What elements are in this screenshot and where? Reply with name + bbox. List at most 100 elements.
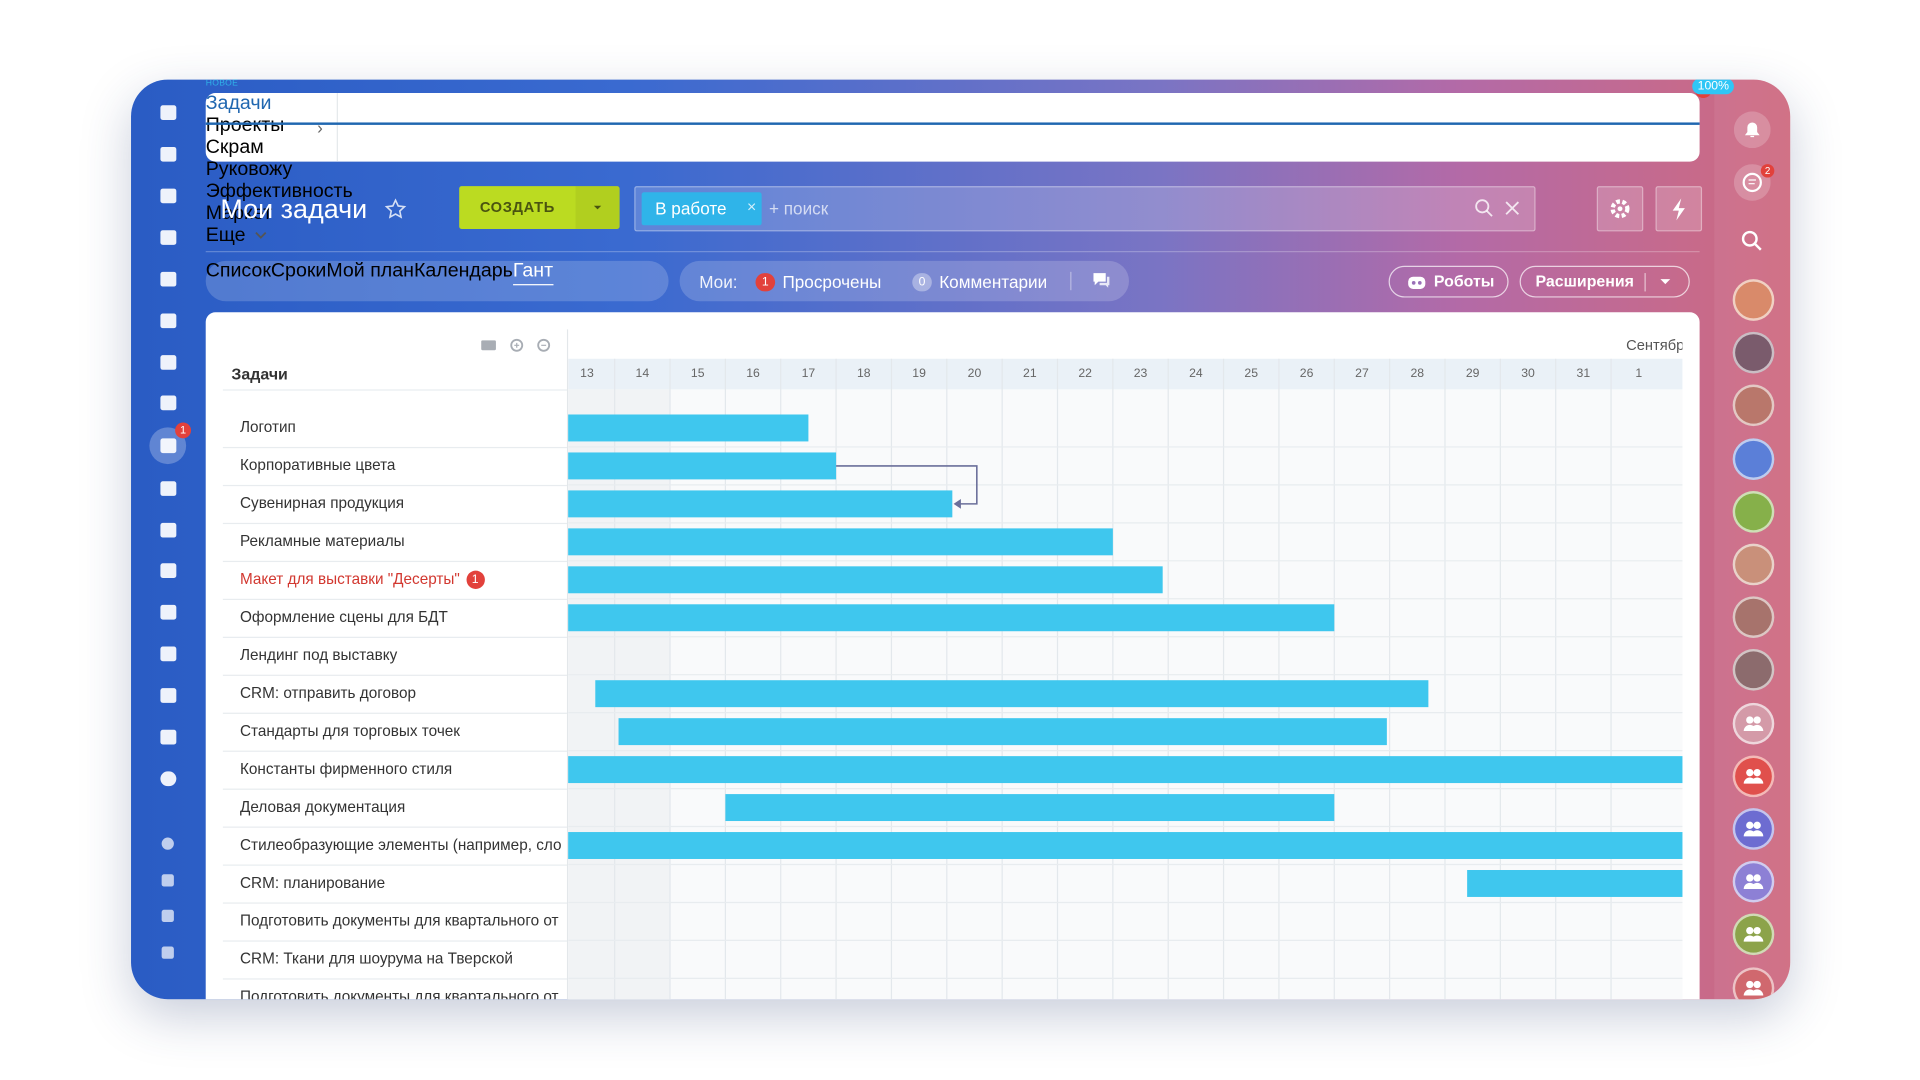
avatar[interactable] (1732, 596, 1775, 639)
task-name[interactable]: Стандарты для торговых точек (240, 713, 567, 751)
robots-button[interactable]: Роботы (1388, 265, 1509, 298)
avatar[interactable] (1732, 279, 1775, 321)
nav-icon[interactable] (160, 230, 177, 245)
nav-icon[interactable] (160, 105, 177, 121)
nav-icon[interactable] (161, 909, 174, 923)
task-bar[interactable] (568, 414, 809, 442)
nav-icon[interactable] (160, 771, 177, 787)
nav-icon[interactable] (160, 146, 177, 162)
task-bar[interactable] (595, 680, 1429, 708)
star-icon[interactable] (384, 198, 407, 220)
nav-item[interactable]: Руковожу (206, 159, 1700, 181)
task-bar[interactable] (1467, 870, 1683, 897)
nav-icon[interactable] (160, 313, 177, 329)
nav-item[interactable]: Еще (206, 225, 1700, 247)
avatar[interactable] (1732, 649, 1775, 692)
nav-item[interactable]: Маркет (206, 203, 1700, 225)
nav-icon[interactable] (160, 438, 177, 454)
toolbar-icons[interactable] (480, 337, 553, 354)
task-name[interactable]: Подготовить документы для квартального о… (240, 978, 567, 999)
task-bar[interactable] (618, 718, 1387, 746)
task-name[interactable]: Константы фирменного стиля (240, 751, 567, 789)
avatar[interactable] (1732, 543, 1775, 586)
nav-icon[interactable] (160, 481, 177, 496)
search-box[interactable]: В работе × + поиск (634, 186, 1536, 232)
nav-item[interactable]: Проекты1 (206, 80, 1712, 137)
task-name[interactable]: Сувенирная продукция (240, 485, 567, 523)
avatar[interactable] (1732, 384, 1775, 427)
group-avatar[interactable] (1732, 966, 1775, 1000)
task-name[interactable]: Оформление сцены для БДТ (240, 599, 567, 637)
automation-button[interactable] (1655, 186, 1703, 232)
task-bar[interactable] (568, 490, 953, 518)
nav-icon[interactable] (160, 395, 177, 411)
create-menu[interactable] (575, 186, 620, 229)
task-name[interactable]: Лендинг под выставку (240, 637, 567, 675)
group-avatar[interactable] (1732, 755, 1775, 797)
nav-icon[interactable] (161, 837, 174, 850)
window: 1 2 › Задачи1Проекты1СкрамНОВОЕРуковожуЭ… (131, 79, 1791, 1000)
view-tab[interactable]: Список (205, 260, 271, 282)
bell-icon[interactable] (1733, 111, 1771, 149)
nav-icon[interactable] (160, 522, 177, 538)
task-name[interactable]: Деловая документация (240, 789, 567, 827)
group-avatar[interactable] (1732, 861, 1775, 903)
nav-icon[interactable] (160, 271, 177, 287)
counter-label[interactable]: Комментарии (939, 271, 1048, 292)
task-bar[interactable] (568, 832, 1683, 859)
task-name[interactable]: Корпоративные цвета (240, 447, 567, 485)
clear-icon[interactable] (1505, 201, 1520, 216)
create-button[interactable]: СОЗДАТЬ (459, 186, 620, 229)
nav-icon[interactable] (160, 355, 177, 370)
nav-item[interactable]: Скрам НОВОЕ (206, 80, 1700, 159)
task-name[interactable]: CRM: отправить договор (240, 675, 567, 713)
task-name[interactable]: Стилеобразующие элементы (например, сло (240, 827, 567, 865)
avatar[interactable] (1732, 332, 1775, 374)
search-icon[interactable] (1474, 198, 1494, 218)
task-name[interactable]: CRM: Ткани для шоурума на Тверской (240, 940, 567, 978)
chat-icon[interactable] (1091, 271, 1112, 291)
extensions-button[interactable]: Расширения (1519, 265, 1690, 298)
task-name[interactable]: Макет для выставки "Десерты" 1 (240, 561, 567, 599)
avatar[interactable] (1732, 437, 1775, 480)
search-icon[interactable] (1740, 229, 1764, 253)
settings-button[interactable] (1596, 186, 1644, 232)
x-tick-label: 26 (1300, 366, 1314, 380)
nav-icon[interactable] (161, 946, 174, 959)
x-tick-label: 13 (580, 366, 594, 380)
view-tab[interactable]: Мой план (326, 260, 414, 282)
task-name[interactable]: Логотип (240, 409, 567, 447)
nav-icon[interactable] (160, 604, 177, 620)
nav-icon[interactable] (160, 688, 177, 703)
nav-icon[interactable] (160, 646, 177, 662)
task-bar[interactable] (725, 794, 1335, 822)
group-avatar[interactable] (1732, 702, 1775, 744)
group-avatar[interactable] (1732, 808, 1775, 850)
nav-item[interactable]: Задачи1 (205, 80, 1712, 125)
row-line (222, 484, 567, 487)
chip-close[interactable]: × (746, 197, 757, 216)
nav-icon[interactable] (160, 188, 177, 204)
nav-label: Маркет (205, 203, 273, 225)
nav-icon[interactable] (160, 563, 177, 578)
nav-item[interactable]: Эффективность 100% (206, 79, 1734, 203)
filter-chip[interactable]: В работе × (641, 192, 762, 226)
task-name[interactable]: Подготовить документы для квартального о… (240, 902, 567, 940)
counter-label[interactable]: Просрочены (782, 271, 882, 292)
view-tab[interactable]: Гант (512, 260, 554, 286)
task-label: Сувенирная продукция (240, 494, 405, 512)
task-bar[interactable] (568, 604, 1335, 632)
task-bar[interactable] (568, 452, 837, 480)
view-tab[interactable]: Календарь (413, 260, 513, 282)
task-label: Логотип (240, 418, 296, 436)
avatar[interactable] (1732, 490, 1775, 533)
task-bar[interactable] (568, 528, 1113, 556)
nav-icon[interactable] (161, 874, 174, 887)
task-bar[interactable] (568, 756, 1683, 784)
task-name[interactable]: Рекламные материалы (240, 523, 567, 561)
nav-icon[interactable] (160, 729, 177, 745)
task-name[interactable]: CRM: планирование (240, 864, 567, 902)
view-tab[interactable]: Сроки (270, 260, 327, 282)
group-avatar[interactable] (1732, 913, 1775, 956)
task-bar[interactable] (568, 566, 1163, 594)
